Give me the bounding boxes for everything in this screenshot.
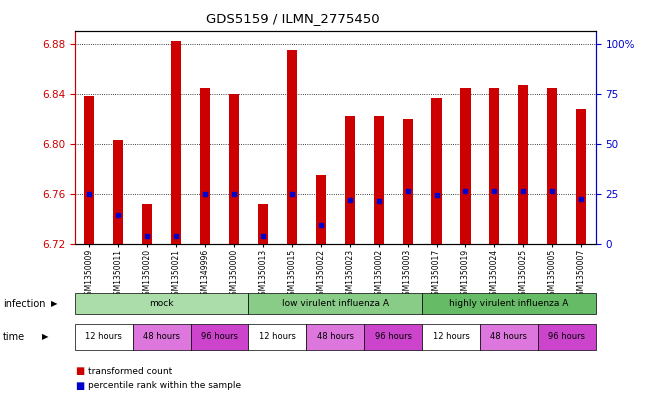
Bar xyxy=(432,97,441,244)
Bar xyxy=(316,175,326,244)
Bar xyxy=(344,116,355,244)
Bar xyxy=(490,88,499,244)
Bar xyxy=(374,116,383,244)
Text: ▶: ▶ xyxy=(51,299,57,308)
Bar xyxy=(258,204,268,244)
Bar xyxy=(200,88,210,244)
Text: ▶: ▶ xyxy=(42,332,49,342)
Bar xyxy=(84,96,94,244)
Text: low virulent influenza A: low virulent influenza A xyxy=(282,299,389,308)
Text: time: time xyxy=(3,332,25,342)
Bar xyxy=(460,88,471,244)
Text: ■: ■ xyxy=(75,381,84,391)
Text: GDS5159 / ILMN_2775450: GDS5159 / ILMN_2775450 xyxy=(206,12,380,25)
Text: 12 hours: 12 hours xyxy=(432,332,469,342)
Bar xyxy=(547,88,557,244)
Bar xyxy=(402,119,413,244)
Text: 96 hours: 96 hours xyxy=(548,332,585,342)
Bar xyxy=(113,140,123,244)
Text: 48 hours: 48 hours xyxy=(143,332,180,342)
Text: ■: ■ xyxy=(75,366,84,376)
Text: 12 hours: 12 hours xyxy=(85,332,122,342)
Bar xyxy=(229,94,239,244)
Text: highly virulent influenza A: highly virulent influenza A xyxy=(449,299,568,308)
Bar xyxy=(518,85,529,244)
Text: infection: infection xyxy=(3,299,46,309)
Bar xyxy=(287,50,297,244)
Text: transformed count: transformed count xyxy=(88,367,172,376)
Text: 96 hours: 96 hours xyxy=(201,332,238,342)
Bar xyxy=(142,204,152,244)
Text: mock: mock xyxy=(150,299,174,308)
Text: 96 hours: 96 hours xyxy=(374,332,411,342)
Text: percentile rank within the sample: percentile rank within the sample xyxy=(88,382,241,390)
Text: 48 hours: 48 hours xyxy=(317,332,353,342)
Text: 12 hours: 12 hours xyxy=(259,332,296,342)
Bar xyxy=(171,41,181,244)
Bar xyxy=(576,109,587,244)
Text: 48 hours: 48 hours xyxy=(490,332,527,342)
